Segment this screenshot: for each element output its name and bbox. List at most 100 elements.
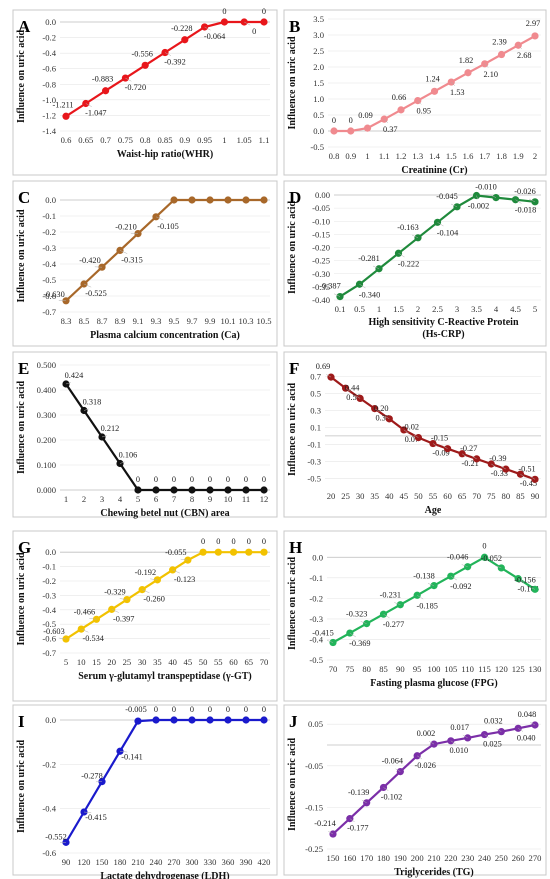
data-label: 0.010 — [449, 746, 468, 755]
x-tick-label: 8.7 — [97, 316, 108, 326]
data-label: -0.552 — [45, 832, 66, 841]
x-tick-label: 0.65 — [78, 135, 93, 145]
x-tick-label: 1.4 — [429, 151, 440, 161]
x-tick-label: 170 — [360, 853, 373, 863]
x-tick-label: 120 — [495, 664, 508, 674]
label-leader — [450, 203, 458, 208]
data-point — [245, 548, 253, 556]
data-label: -0.420 — [79, 256, 100, 265]
panel-letter: I — [18, 712, 25, 731]
y-tick-label: -0.5 — [309, 655, 323, 665]
data-label: 0.37 — [383, 125, 398, 134]
data-label: -0.163 — [397, 223, 418, 232]
label-leader — [125, 77, 132, 82]
x-tick-label: 240 — [478, 853, 491, 863]
x-tick-label: 160 — [343, 853, 356, 863]
data-label: -0.556 — [131, 49, 152, 58]
data-label: 0 — [252, 27, 256, 36]
data-label: -0.260 — [143, 595, 164, 604]
data-label: -0.026 — [514, 187, 535, 196]
y-tick-label: 2.5 — [313, 46, 324, 56]
label-leader — [349, 632, 356, 638]
data-label: -0.315 — [121, 255, 142, 264]
label-leader — [83, 283, 92, 288]
label-leader — [328, 831, 334, 835]
x-tick-label: 4 — [118, 494, 123, 504]
x-tick-label: 5 — [136, 494, 140, 504]
data-label: 2.10 — [483, 70, 498, 79]
data-label: -0.102 — [381, 792, 402, 801]
x-tick-label: 1.5 — [393, 304, 404, 314]
label-leader — [333, 293, 341, 297]
data-label: -0.883 — [92, 75, 113, 84]
data-point — [188, 486, 196, 494]
label-leader — [462, 453, 468, 458]
data-point — [188, 716, 196, 724]
data-label: -0.39 — [489, 454, 506, 463]
data-label: 0.318 — [83, 398, 102, 407]
label-leader — [83, 408, 89, 411]
x-axis-label: Age — [425, 505, 442, 516]
label-leader — [155, 216, 164, 221]
y-tick-label: 0.0 — [45, 195, 56, 205]
label-leader — [411, 234, 419, 239]
y-tick-label: -0.2 — [42, 576, 56, 586]
x-tick-label: 60 — [229, 657, 238, 667]
y-tick-label: -0.4 — [42, 48, 56, 58]
x-tick-label: 95 — [413, 664, 422, 674]
data-point — [123, 595, 131, 604]
label-leader — [471, 455, 477, 460]
data-label: -0.231 — [380, 591, 401, 600]
data-label: -0.277 — [383, 620, 404, 629]
y-tick-label: -0.3 — [42, 590, 56, 600]
data-label: -0.340 — [359, 290, 380, 299]
data-point — [170, 716, 178, 724]
x-tick-label: 30 — [138, 657, 147, 667]
data-point — [134, 717, 142, 725]
x-tick-label: 35 — [370, 491, 379, 501]
data-label: 0.95 — [416, 107, 431, 116]
data-label: -0.228 — [171, 24, 192, 33]
x-tick-label: 1.9 — [513, 151, 524, 161]
label-leader — [462, 734, 468, 739]
data-label: 0 — [208, 475, 212, 484]
x-tick-label: 1.1 — [259, 135, 270, 145]
x-tick-label: 360 — [222, 857, 235, 867]
y-tick-label: 0.300 — [37, 410, 56, 420]
data-point — [181, 36, 189, 44]
data-label: 1.53 — [450, 88, 465, 97]
data-label: 0 — [216, 537, 220, 546]
x-axis-label: (Hs-CRP) — [422, 329, 464, 340]
data-label: 0.69 — [316, 362, 331, 371]
panel-frame — [283, 351, 547, 518]
y-tick-label: 0.400 — [37, 385, 56, 395]
data-label: -0.214 — [314, 819, 336, 828]
y-tick-label: 3.0 — [313, 30, 324, 40]
label-leader — [520, 474, 526, 478]
x-tick-label: 0.1 — [335, 304, 346, 314]
chart-panel-d: 0.00-0.05-0.10-0.15-0.20-0.25-0.30-0.35-… — [283, 180, 547, 347]
x-tick-label: 10.3 — [238, 316, 253, 326]
label-leader — [119, 250, 128, 254]
y-tick-label: 0.0 — [312, 552, 323, 562]
y-tick-label: -0.3 — [42, 243, 56, 253]
chart-panel-g: 0.0 -0.1 -0.2 -0.3 -0.4 -0.5 -0.6 -0.7 5 10 15 20 25… — [12, 530, 278, 702]
x-tick-label: 2.5 — [432, 304, 443, 314]
x-tick-label: 7 — [172, 494, 177, 504]
data-label: 0 — [154, 475, 158, 484]
label-leader — [432, 443, 438, 447]
label-leader — [345, 387, 351, 392]
label-leader — [518, 45, 523, 50]
y-tick-label: -0.1 — [42, 211, 56, 221]
data-point — [224, 716, 232, 724]
y-tick-label: -0.2 — [42, 759, 56, 769]
data-point — [260, 716, 268, 724]
x-tick-label: 2 — [82, 494, 86, 504]
y-tick-label: -0.1 — [309, 573, 323, 583]
label-leader — [349, 818, 355, 823]
data-label: -0.105 — [157, 222, 178, 231]
y-tick-label: -0.7 — [42, 648, 56, 658]
x-tick-label: 9.7 — [187, 316, 198, 326]
x-tick-label: 90 — [62, 857, 71, 867]
